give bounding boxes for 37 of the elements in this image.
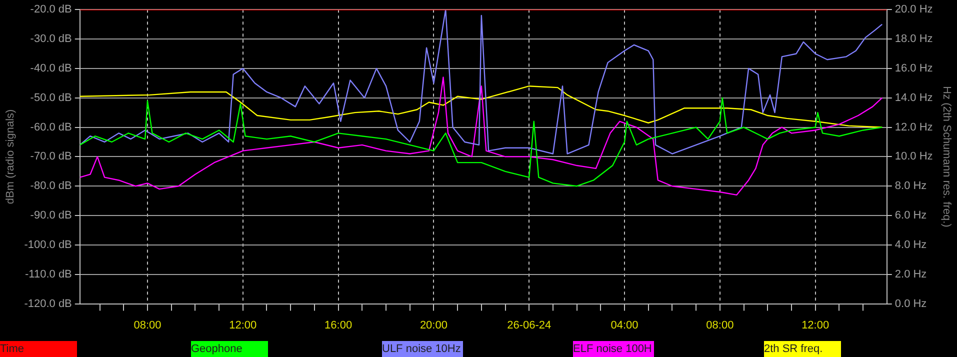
y-tick-label: -60.0 dB	[30, 121, 72, 134]
y2-tick-label: 6.0 Hz	[894, 210, 927, 222]
x-tick-label: 08:00	[706, 319, 734, 332]
text: 2th SR freq.	[764, 341, 841, 357]
y2-tick-label: 10.0 Hz	[894, 150, 933, 163]
y2-tick-label: 8.0 Hz	[894, 180, 927, 192]
y2-tick-label: 0.0 Hz	[894, 298, 927, 310]
y2-tick-label: 16.0 Hz	[894, 62, 933, 74]
y2-axis-title: Hz (2th Schumann res. freq.)	[940, 86, 952, 228]
y2-tick-label: 20.0 Hz	[894, 4, 933, 16]
x-tick-label: 12:00	[802, 319, 830, 332]
y-tick-label: -50.0 dB	[30, 92, 72, 104]
text: ULF noise 10Hz	[382, 341, 463, 357]
y2-tick-label: 12.0 Hz	[894, 121, 933, 134]
y2-tick-label: 18.0 Hz	[894, 33, 933, 46]
y2-tick-label: 4.0 Hz	[894, 238, 927, 251]
y2-tick-label: 2.0 Hz	[894, 268, 927, 280]
y-tick-label: -80.0 dB	[30, 180, 72, 192]
x-tick-label: 20:00	[420, 319, 448, 332]
x-tick-label: 04:00	[610, 319, 638, 332]
x-tick-label: 12:00	[229, 319, 257, 332]
x-tick-label: 26-06-24	[507, 319, 552, 332]
x-tick-label: 16:00	[324, 319, 352, 332]
y-tick-label: -40.0 dB	[30, 62, 72, 74]
y-tick-label: -110.0 dB	[25, 268, 72, 280]
y-tick-label: -30.0 dB	[30, 33, 72, 46]
text: Time	[0, 341, 77, 357]
y-tick-label: -70.0 dB	[30, 150, 72, 163]
y-tick-label: -90.0 dB	[30, 210, 72, 222]
y-tick-label: -100.0 dB	[24, 238, 72, 251]
y-tick-label: -120.0 dB	[24, 298, 72, 310]
x-tick-label: 08:00	[134, 319, 162, 332]
y-axis-title: dBm (radio signals)	[4, 109, 17, 204]
text: Geophone	[191, 341, 268, 357]
y2-tick-label: 14.0 Hz	[894, 92, 933, 104]
y-tick-label: -20.0 dB	[30, 4, 72, 16]
text: ELF noise 100H	[573, 341, 654, 357]
